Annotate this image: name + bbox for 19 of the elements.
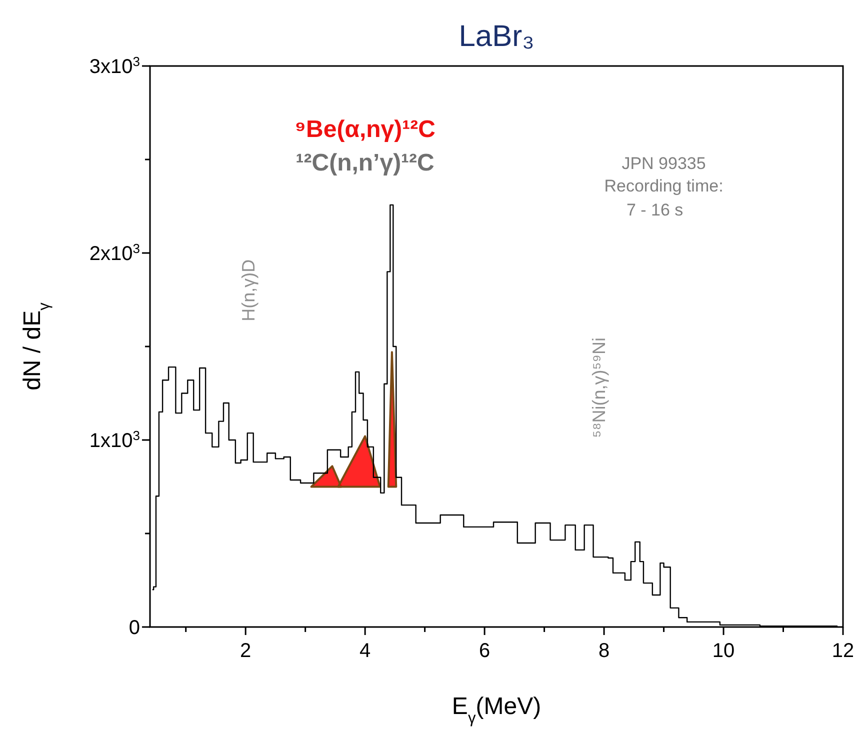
- x-tick-label: 2: [240, 640, 252, 662]
- annotation: ⁹Be(α,nγ)¹²C: [294, 116, 436, 144]
- annotation: ¹²C(n,n’γ)¹²C: [296, 150, 434, 177]
- x-tick-label: 10: [712, 640, 735, 662]
- x-tick-label: 8: [598, 640, 610, 662]
- annotation: Recording time:: [604, 176, 724, 196]
- x-axis-title: E$_{γ}$(MeV): [452, 693, 542, 726]
- x-tick-label: 4: [360, 640, 371, 662]
- annotation: ⁵⁸Ni(n,γ)⁵⁹Ni: [589, 338, 610, 438]
- annotation: H(n,γ)D: [238, 259, 259, 322]
- y-tick-label: 1x10$^{3}$: [89, 428, 140, 452]
- annotation: JPN 99335: [622, 154, 706, 173]
- annotation: 7 - 16 s: [626, 200, 684, 220]
- y-tick-label: 2x10$^{3}$: [89, 240, 140, 265]
- x-tick-label: 6: [478, 640, 490, 662]
- y-tick-label: 0: [128, 617, 140, 639]
- chart-title: LaBr₃: [458, 20, 534, 53]
- y-tick-label: 3x10$^{3}$: [89, 54, 140, 78]
- x-tick-label: 12: [832, 640, 854, 662]
